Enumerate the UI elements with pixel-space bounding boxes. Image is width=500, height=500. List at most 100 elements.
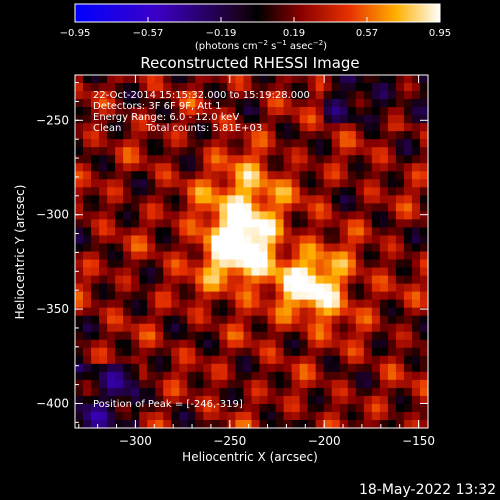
- heatmap-cell: [203, 147, 212, 156]
- heatmap-cell: [387, 355, 397, 365]
- heatmap-cell: [403, 395, 413, 405]
- heatmap-cell: [235, 251, 245, 261]
- heatmap-cell: [387, 411, 397, 421]
- heatmap-cell: [211, 107, 221, 116]
- heatmap-cell: [75, 419, 84, 429]
- heatmap-cell: [339, 203, 349, 212]
- heatmap-cell: [235, 267, 245, 277]
- heatmap-cell: [291, 363, 301, 373]
- heatmap-cell: [403, 163, 413, 172]
- heatmap-cell: [211, 75, 221, 84]
- heatmap-cell: [115, 203, 124, 212]
- heatmap-cell: [219, 147, 229, 156]
- heatmap-cell: [395, 339, 405, 349]
- heatmap-cell: [75, 203, 84, 212]
- heatmap-cell: [131, 227, 140, 237]
- heatmap-cell: [163, 243, 172, 253]
- heatmap-cell: [147, 83, 156, 92]
- heatmap-cell: [219, 235, 229, 245]
- heatmap-cell: [283, 379, 293, 389]
- heatmap-cell: [291, 115, 301, 124]
- heatmap-cell: [147, 139, 156, 148]
- heatmap-cell: [363, 75, 373, 84]
- heatmap-cell: [235, 395, 245, 405]
- heatmap-cell: [107, 363, 116, 373]
- heatmap-cell: [411, 163, 421, 172]
- heatmap-cell: [75, 123, 84, 132]
- heatmap-cell: [419, 411, 429, 421]
- heatmap-cell: [371, 123, 381, 132]
- heatmap-cell: [179, 235, 188, 245]
- heatmap-cell: [107, 315, 116, 325]
- heatmap-cell: [387, 267, 397, 277]
- heatmap-cell: [363, 387, 373, 397]
- heatmap-cell: [179, 363, 188, 373]
- heatmap-cell: [315, 203, 325, 212]
- heatmap-cell: [211, 339, 221, 349]
- heatmap-cell: [171, 363, 180, 373]
- heatmap-cell: [299, 419, 309, 429]
- heatmap-cell: [163, 211, 172, 221]
- heatmap-cell: [139, 99, 148, 108]
- heatmap-cell: [163, 355, 172, 365]
- heatmap-cell: [403, 75, 413, 84]
- heatmap-cell: [91, 211, 100, 221]
- heatmap-cell: [235, 323, 245, 333]
- heatmap-cell: [283, 395, 293, 405]
- heatmap-cell: [219, 251, 229, 261]
- heatmap-cell: [131, 259, 140, 269]
- heatmap-cell: [139, 75, 148, 84]
- heatmap-cell: [275, 299, 285, 309]
- heatmap-cell: [163, 395, 172, 405]
- heatmap-cell: [203, 219, 212, 229]
- heatmap-cell: [155, 275, 164, 285]
- heatmap-cell: [107, 411, 116, 421]
- heatmap-cell: [219, 283, 229, 293]
- heatmap-cell: [83, 411, 92, 421]
- heatmap-cell: [403, 323, 413, 333]
- heatmap-cell: [187, 307, 196, 317]
- heatmap-cell: [187, 411, 196, 421]
- heatmap-cell: [331, 315, 341, 325]
- heatmap-cell: [75, 371, 84, 381]
- heatmap-cell: [203, 139, 212, 148]
- heatmap-cell: [115, 379, 124, 389]
- heatmap-cell: [147, 379, 156, 389]
- heatmap-cell: [139, 203, 148, 212]
- heatmap-cell: [195, 251, 204, 261]
- heatmap-cell: [307, 307, 317, 317]
- heatmap-cell: [331, 227, 341, 237]
- heatmap-cell: [83, 99, 92, 108]
- heatmap-cell: [243, 267, 253, 277]
- heatmap-cell: [251, 379, 261, 389]
- heatmap-cell: [371, 155, 381, 164]
- heatmap-cell: [347, 195, 357, 204]
- heatmap-cell: [227, 267, 237, 277]
- heatmap-cell: [211, 243, 221, 253]
- heatmap-cell: [227, 171, 237, 180]
- heatmap-cell: [179, 107, 188, 116]
- heatmap-cell: [123, 371, 132, 381]
- heatmap-cell: [275, 395, 285, 405]
- heatmap-cell: [75, 163, 84, 172]
- heatmap-cell: [115, 107, 124, 116]
- heatmap-cell: [203, 339, 212, 349]
- heatmap-cell: [275, 115, 285, 124]
- heatmap-cell: [283, 267, 293, 277]
- heatmap-cell: [227, 395, 237, 405]
- heatmap-cell: [83, 339, 92, 349]
- heatmap-cell: [219, 299, 229, 309]
- heatmap-cell: [91, 299, 100, 309]
- heatmap-cell: [315, 379, 325, 389]
- heatmap-cell: [363, 203, 373, 212]
- heatmap-cell: [123, 91, 132, 100]
- heatmap-cell: [419, 283, 429, 293]
- heatmap-cell: [187, 355, 196, 365]
- heatmap-cell: [331, 139, 341, 148]
- heatmap-cell: [267, 387, 277, 397]
- heatmap-cell: [315, 291, 325, 301]
- heatmap-cell: [227, 163, 237, 172]
- heatmap-cell: [283, 275, 293, 285]
- heatmap-cell: [243, 331, 253, 341]
- heatmap-cell: [243, 339, 253, 349]
